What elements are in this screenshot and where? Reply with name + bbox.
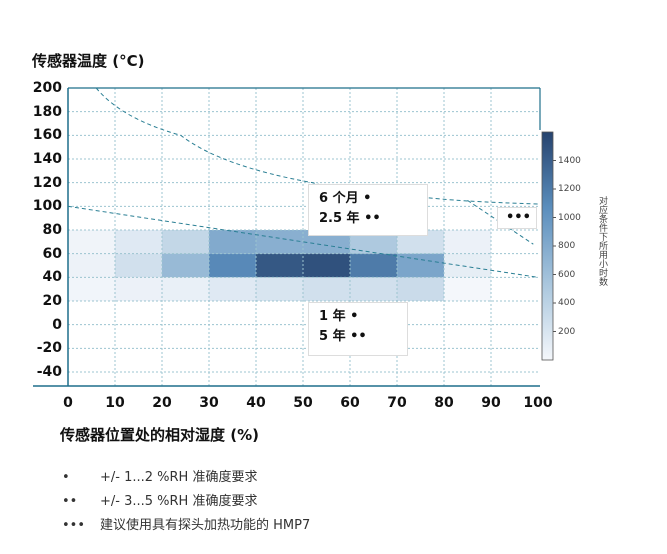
heatmap-cell [397,277,444,301]
annotation-1-year: 1 年 • 5 年 •• [308,302,408,356]
annotation-6-months: 6 个月 • 2.5 年 •• [308,184,428,236]
colorbar-tick-label: 600 [558,269,576,280]
annotation-line: 2.5 年 •• [319,211,381,226]
y-tick-label: 80 [42,222,62,238]
legend-text: 建议使用具有探头加热功能的 HMP7 [100,518,311,533]
colorbar-tick-label: 800 [558,241,576,251]
y-tick-label: 120 [32,174,62,191]
heatmap-cell [397,253,444,278]
heatmap-cell [115,253,162,278]
colorbar-tick-label: 200 [558,326,576,337]
heatmap-cell [115,230,162,254]
y-tick-label: 40 [42,269,62,286]
y-tick-label: 100 [32,198,62,215]
y-tick-label: 0 [52,316,62,333]
heatmap-cell [350,277,397,301]
heatmap-cell [444,253,491,278]
colorbar-label: 对应条件下所用小时数 [597,196,607,286]
heatmap-cell [256,230,303,254]
annotation-line: 1 年 • [319,309,359,324]
x-tick-label: 40 [246,395,266,411]
heatmap-cell [350,253,397,278]
colorbar-tick-label: 1000 [558,212,581,223]
legend-text: +/- 1...2 %RH 准确度要求 [100,470,258,485]
heatmap-cell [303,253,350,278]
threshold-line [67,205,539,278]
heatmap-cell [68,277,115,301]
colorbar [541,131,554,361]
x-tick-label: 30 [199,395,219,411]
y-tick-label: 200 [32,80,62,96]
threshold-line [467,200,534,245]
heatmap-cell [162,277,209,301]
y-tick-label: 20 [42,293,62,309]
x-tick-label: 20 [152,395,172,411]
x-tick-label: 70 [387,395,407,411]
heatmap-cell [209,277,256,301]
y-tick-label: 140 [32,151,62,167]
colorbar-tick-label: 400 [558,298,576,308]
heatmap-cell [303,277,350,301]
y-tick-label: 180 [32,103,62,120]
x-tick-label: 80 [434,395,454,411]
annotation-line: ••• [506,210,531,225]
x-tick-label: 100 [523,395,553,411]
legend-marker: ••• [62,518,86,533]
heatmap-cell [162,230,209,254]
heatmap-cell [68,230,115,254]
heatmap-cell [256,277,303,301]
legend-text: +/- 3...5 %RH 准确度要求 [100,494,258,509]
x-tick-label: 90 [481,395,501,411]
x-tick-label: 60 [340,395,360,411]
y-tick-label: -40 [36,364,62,380]
legend-marker: • [62,470,70,485]
x-axis-title: 传感器位置处的相对湿度 (%) [60,426,259,444]
colorbar-tick-label: 1200 [558,184,581,194]
x-tick-label: 10 [105,395,125,411]
heatmap-cell [444,277,491,301]
heatmap-cell [68,253,115,278]
threshold-line [95,87,539,205]
x-tick-label: 0 [63,395,73,411]
heatmap-cell [209,253,256,278]
annotation-probe-heating: ••• [497,207,537,229]
y-axis-title: 传感器温度 (°C) [32,52,145,70]
heatmap-cell [209,230,256,254]
x-tick-label: 50 [293,395,313,411]
legend-item: • +/- 1...2 %RH 准确度要求 [62,466,257,485]
heatmap-cell [115,277,162,301]
annotation-line: 5 年 •• [319,329,367,344]
legend-marker: •• [62,494,78,509]
heatmap-cell [256,253,303,278]
y-tick-label: -20 [36,340,62,357]
heatmap-cell [162,253,209,278]
y-tick-label: 160 [32,127,62,144]
colorbar-tick-label: 1400 [558,155,581,166]
annotation-line: 6 个月 • [319,191,372,206]
y-tick-label: 60 [42,245,62,262]
legend-item: ••• 建议使用具有探头加热功能的 HMP7 [62,514,310,533]
heatmap-cell [444,230,491,254]
legend-item: •• +/- 3...5 %RH 准确度要求 [62,490,257,509]
